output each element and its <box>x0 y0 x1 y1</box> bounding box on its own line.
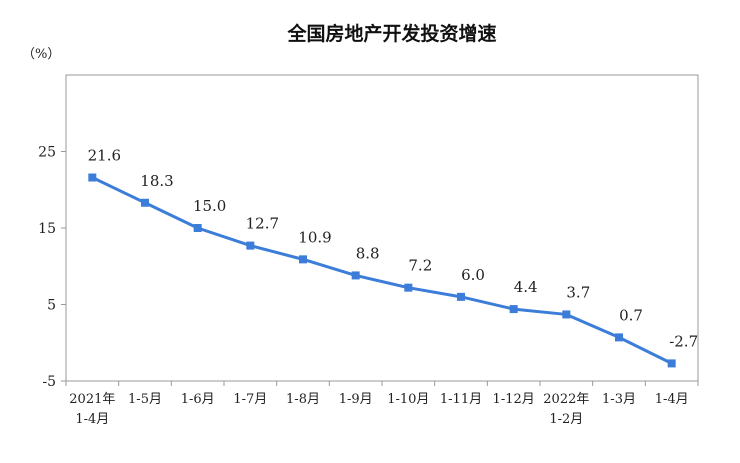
data-label: 18.3 <box>140 172 173 190</box>
x-category-label: 1-5月 <box>128 392 162 407</box>
y-tick-label: -5 <box>42 374 56 390</box>
data-marker <box>457 292 465 301</box>
data-marker <box>667 359 676 368</box>
x-category-label: 2021年 <box>69 392 115 407</box>
x-category-label: 1-3月 <box>602 392 636 407</box>
y-axis-ticks: 25 15 5 -5 <box>38 145 66 390</box>
data-marker <box>351 271 360 280</box>
data-labels: 21.6 18.3 15.0 12.7 10.9 8.8 7.2 6.0 4.4 3.7 0.7 -2… <box>88 147 699 351</box>
data-marker <box>299 255 307 264</box>
x-axis-category-labels: 2021年 1-4月 1-5月 1-6月 1-7月 1-8月 1-9月 1-10月 1-11月 1… <box>69 392 688 427</box>
data-marker <box>88 173 97 182</box>
data-marker <box>141 198 149 207</box>
x-category-label: 1-6月 <box>181 392 215 407</box>
x-category-label: 1-2月 <box>549 412 583 427</box>
x-category-label: 1-8月 <box>286 392 320 407</box>
y-tick-label: 25 <box>38 145 56 161</box>
data-label: 6.0 <box>461 266 485 284</box>
data-label: 21.6 <box>88 147 121 165</box>
data-marker <box>562 310 571 319</box>
chart-title: 全国房地产开发投资增速 <box>286 22 496 45</box>
y-tick-label: 15 <box>38 221 56 237</box>
x-axis-ticks <box>65 381 699 386</box>
y-axis-unit-label: （%） <box>22 47 60 62</box>
data-marker <box>246 241 255 250</box>
x-category-label: 2022年 <box>543 392 589 407</box>
x-category-label: 1-7月 <box>233 392 267 407</box>
data-label: 0.7 <box>619 306 643 324</box>
data-marker <box>193 224 202 232</box>
plot-area-frame <box>65 74 699 382</box>
x-category-label: 1-12月 <box>493 392 535 407</box>
data-label: 3.7 <box>566 283 590 301</box>
series-line <box>91 176 673 365</box>
data-marker <box>615 333 623 342</box>
data-label: -2.7 <box>669 332 698 350</box>
y-tick-label: 5 <box>47 298 56 314</box>
data-label: 10.9 <box>298 228 331 246</box>
data-label: 12.7 <box>246 215 279 233</box>
x-category-label: 1-4月 <box>655 392 689 407</box>
data-markers <box>88 173 676 368</box>
data-label: 7.2 <box>408 257 432 275</box>
x-category-label: 1-9月 <box>339 392 373 407</box>
data-label: 8.8 <box>356 244 380 262</box>
data-label: 4.4 <box>514 278 538 296</box>
x-category-label: 1-4月 <box>75 412 109 427</box>
data-label: 15.0 <box>193 197 226 215</box>
data-marker <box>404 283 413 292</box>
data-marker <box>509 305 518 314</box>
x-category-label: 1-11月 <box>440 392 482 407</box>
x-category-label: 1-10月 <box>387 392 429 407</box>
